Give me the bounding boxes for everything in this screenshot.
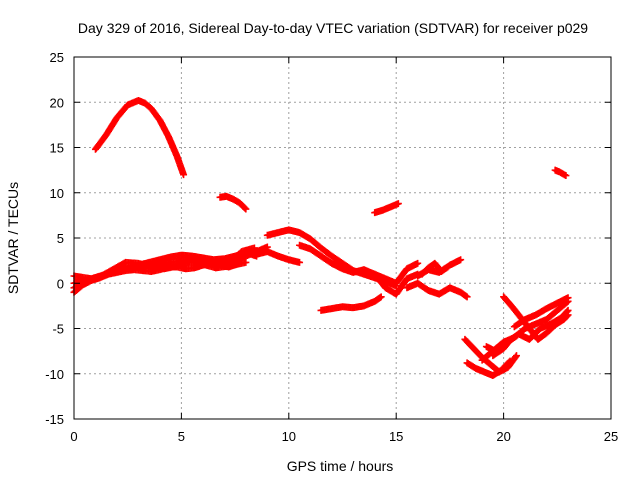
data-point — [563, 312, 571, 320]
data-point — [241, 204, 249, 212]
data-point — [296, 258, 304, 266]
x-tick-label: 10 — [282, 429, 296, 444]
y-tick-label: 10 — [50, 186, 64, 201]
data-point — [242, 205, 250, 213]
data-point — [562, 172, 570, 180]
y-axis-label: SDTVAR / TECUs — [5, 182, 21, 294]
chart-title: Day 329 of 2016, Sidereal Day-to-day VTE… — [78, 20, 588, 36]
data-point — [242, 258, 250, 266]
data-point — [512, 352, 520, 360]
data-point — [457, 256, 465, 264]
y-tick-label: 0 — [57, 276, 64, 291]
data-point — [414, 259, 422, 267]
series-arc-8 — [70, 258, 250, 296]
data-point — [506, 357, 514, 365]
data-point — [250, 244, 258, 252]
y-tick-label: -5 — [52, 322, 64, 337]
series-arc-14 — [403, 279, 471, 301]
y-tick-label: 15 — [50, 141, 64, 156]
y-tick-label: -15 — [45, 412, 64, 427]
y-tick-label: -10 — [45, 367, 64, 382]
axis-ticks: 0 5 10 15 20 25 -15 -10 -5 0 5 10 15 20 25 — [45, 50, 618, 444]
data-point — [564, 311, 572, 319]
grid — [74, 57, 611, 419]
series-arc-16 — [418, 259, 452, 278]
data-points — [70, 96, 572, 380]
data-point — [444, 263, 452, 271]
series-arc-2 — [216, 192, 250, 213]
data-point — [463, 293, 471, 301]
series-arc-18 — [463, 357, 514, 380]
series-arc-4 — [551, 166, 570, 180]
series-arc-22 — [510, 294, 572, 331]
series-arc-23 — [489, 332, 520, 360]
data-point — [505, 358, 513, 366]
x-axis-label: GPS time / hours — [287, 458, 394, 474]
data-point — [180, 171, 188, 179]
y-tick-label: 20 — [50, 95, 64, 110]
x-tick-label: 5 — [178, 429, 185, 444]
series-arc-10 — [253, 248, 304, 266]
x-tick-label: 15 — [389, 429, 403, 444]
x-tick-label: 20 — [496, 429, 510, 444]
series-arc-13 — [371, 270, 422, 298]
x-tick-label: 0 — [70, 429, 77, 444]
series-arc-3 — [371, 200, 402, 217]
data-point — [512, 353, 520, 361]
series-arc-12 — [317, 293, 385, 314]
data-point — [394, 200, 402, 208]
y-tick-label: 25 — [50, 50, 64, 65]
data-point — [512, 332, 520, 340]
y-tick-label: 5 — [57, 231, 64, 246]
x-tick-label: 25 — [604, 429, 618, 444]
data-point — [377, 293, 385, 301]
data-point — [564, 294, 572, 302]
series-arc-11 — [296, 241, 422, 287]
series-arc-1 — [91, 96, 188, 179]
